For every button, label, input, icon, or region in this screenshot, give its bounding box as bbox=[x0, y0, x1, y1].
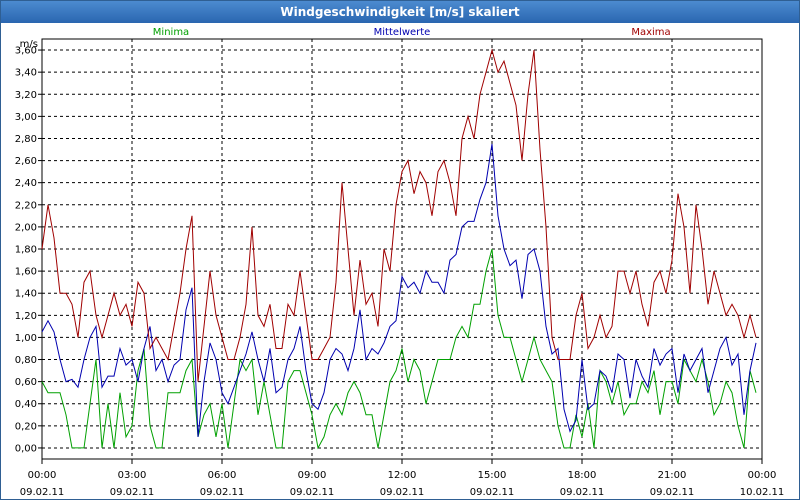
y-tick-label: 1,20 bbox=[15, 311, 37, 322]
y-tick-label: 1,00 bbox=[15, 333, 37, 344]
x-tick-time-label: 00:00 bbox=[748, 470, 777, 481]
series-line-maxima bbox=[41, 48, 757, 382]
legend-maxima: Maxima bbox=[631, 27, 670, 38]
x-tick-date-label: 09.02.11 bbox=[470, 487, 515, 498]
y-tick-label: 0,80 bbox=[15, 355, 37, 366]
y-tick-label: 1,80 bbox=[15, 245, 37, 256]
window-title: Windgeschwindigkeit [m/s] skaliert bbox=[1, 1, 799, 23]
y-tick-label: 2,20 bbox=[15, 200, 37, 211]
y-tick-label: 3,20 bbox=[15, 90, 37, 101]
legend-mittelwerte: Mittelwerte bbox=[374, 27, 431, 38]
x-tick-date-label: 10.02.11 bbox=[740, 487, 785, 498]
y-tick-label: 0,20 bbox=[15, 421, 37, 432]
x-tick-time-label: 12:00 bbox=[388, 470, 417, 481]
y-tick-label: 2,00 bbox=[15, 222, 37, 233]
x-tick-time-label: 03:00 bbox=[118, 470, 147, 481]
wind-speed-chart: 0,00 0,20 0,40 0,60 0,80 1,00 1,20 1,40 1,60 1,80… bbox=[15, 27, 785, 498]
x-tick-date-label: 09.02.11 bbox=[200, 487, 245, 498]
y-tick-label: 3,40 bbox=[15, 68, 37, 79]
x-tick-date-label: 09.02.11 bbox=[20, 487, 65, 498]
label-layer: 0,00 0,20 0,40 0,60 0,80 1,00 1,20 1,40 1,60 1,80… bbox=[15, 27, 785, 498]
y-tick-label: 3,60 bbox=[15, 46, 37, 57]
x-tick-time-label: 00:00 bbox=[28, 470, 57, 481]
y-tick-label: 0,60 bbox=[15, 377, 37, 388]
y-tick-label: 2,40 bbox=[15, 178, 37, 189]
x-tick-time-label: 18:00 bbox=[568, 470, 597, 481]
x-tick-time-label: 15:00 bbox=[478, 470, 507, 481]
y-tick-label: 1,40 bbox=[15, 289, 37, 300]
y-tick-label: 3,00 bbox=[15, 112, 37, 123]
x-tick-date-label: 09.02.11 bbox=[110, 487, 155, 498]
x-tick-time-label: 21:00 bbox=[658, 470, 687, 481]
legend-minima: Minima bbox=[153, 27, 189, 38]
y-axis-label: m/s bbox=[20, 39, 38, 50]
series-line-mittelwerte bbox=[41, 143, 757, 437]
x-tick-time-label: 09:00 bbox=[298, 470, 327, 481]
y-tick-label: 2,60 bbox=[15, 156, 37, 167]
x-tick-date-label: 09.02.11 bbox=[650, 487, 695, 498]
y-tick-label: 0,00 bbox=[15, 443, 37, 454]
x-tick-date-label: 09.02.11 bbox=[560, 487, 605, 498]
x-tick-date-label: 09.02.11 bbox=[380, 487, 425, 498]
y-tick-label: 2,80 bbox=[15, 134, 37, 145]
x-tick-date-label: 09.02.11 bbox=[290, 487, 335, 498]
series-line-minima bbox=[41, 248, 757, 450]
x-tick-time-label: 06:00 bbox=[208, 470, 237, 481]
series-layer bbox=[41, 48, 757, 450]
y-tick-label: 0,40 bbox=[15, 399, 37, 410]
y-tick-label: 1,60 bbox=[15, 267, 37, 278]
